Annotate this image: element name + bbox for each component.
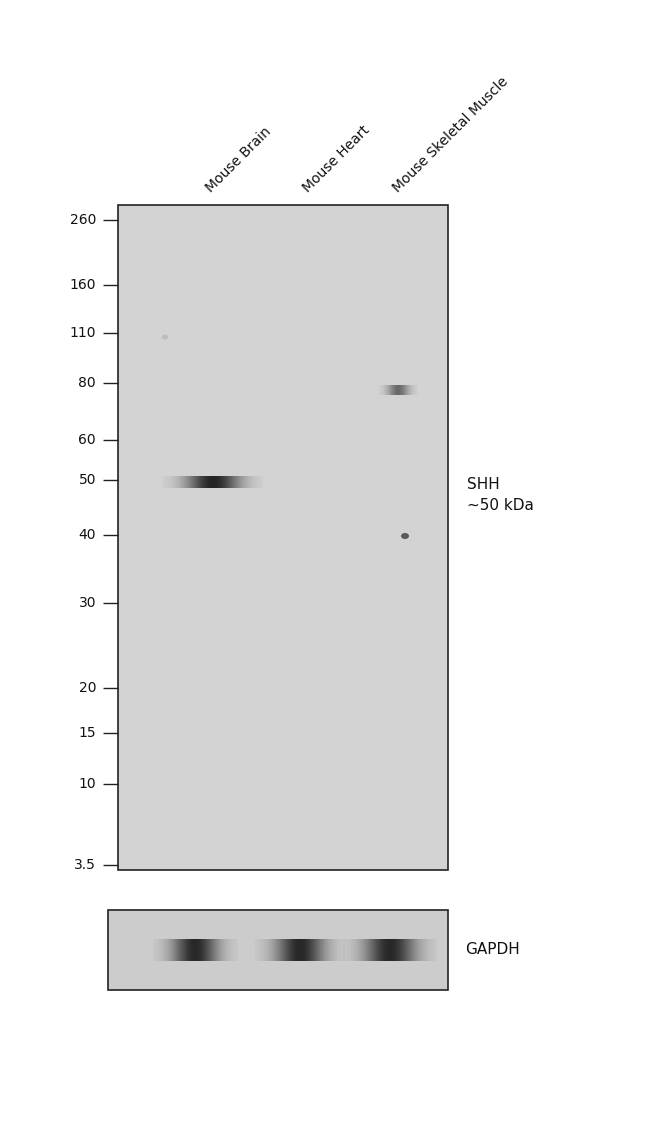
Text: 15: 15 bbox=[79, 725, 96, 740]
Ellipse shape bbox=[162, 335, 168, 339]
Text: 160: 160 bbox=[70, 279, 96, 292]
Bar bbox=[108, 910, 448, 990]
Text: 60: 60 bbox=[79, 433, 96, 447]
Text: Mouse Skeletal Muscle: Mouse Skeletal Muscle bbox=[390, 74, 511, 195]
Bar bbox=[118, 206, 448, 870]
Text: 3.5: 3.5 bbox=[74, 858, 96, 871]
Text: 40: 40 bbox=[79, 528, 96, 542]
Text: 50: 50 bbox=[79, 473, 96, 487]
Text: Mouse Heart: Mouse Heart bbox=[300, 122, 372, 195]
Text: 20: 20 bbox=[79, 681, 96, 695]
Text: SHH
~50 kDa: SHH ~50 kDa bbox=[467, 477, 534, 513]
Text: 260: 260 bbox=[70, 213, 96, 227]
Text: Mouse Brain: Mouse Brain bbox=[203, 125, 274, 195]
Text: 10: 10 bbox=[79, 777, 96, 791]
Text: 80: 80 bbox=[79, 376, 96, 390]
Text: GAPDH: GAPDH bbox=[465, 942, 520, 958]
Text: 30: 30 bbox=[79, 596, 96, 610]
Text: 110: 110 bbox=[70, 326, 96, 340]
Ellipse shape bbox=[401, 533, 409, 539]
